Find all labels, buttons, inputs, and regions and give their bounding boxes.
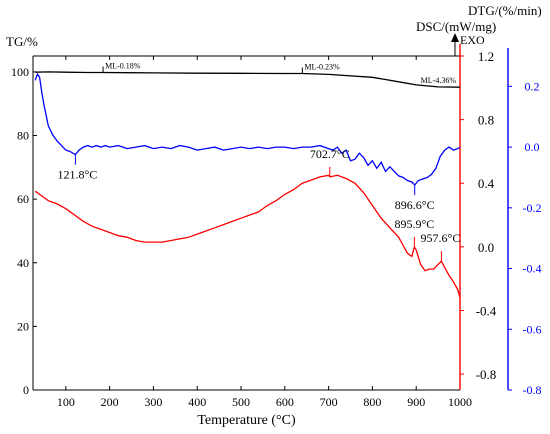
x-tick-label: 900 xyxy=(407,395,425,409)
x-tick-label: 300 xyxy=(144,395,162,409)
x-tick-label: 200 xyxy=(101,395,119,409)
annotations: ML-0.18% ML-0.23% ML-4.36% 121.8°C 896.6°C 70… xyxy=(57,62,460,262)
dtg-axis: -0.8 -0.6 -0.4 -0.2 0.0 0.2 DTG/(%/min) xyxy=(468,3,542,397)
dtg-tick-label: 0.0 xyxy=(525,140,540,154)
annotation-label: ML-0.18% xyxy=(105,62,141,71)
tg-axis: 0 20 40 60 80 100 TG/% xyxy=(6,34,38,397)
tg-tick-label: 20 xyxy=(17,319,29,333)
dsc-tick-label: 0.4 xyxy=(478,176,495,191)
x-tick-label: 600 xyxy=(276,395,294,409)
dtg-tick-label: -0.8 xyxy=(523,383,542,397)
dsc-axis-title: DSC/(mW/mg) xyxy=(416,19,496,34)
x-tick-label: 100 xyxy=(57,395,75,409)
annotation-label: 702.7°C xyxy=(310,147,350,161)
annotation-label: 896.6°C xyxy=(395,198,435,212)
annotation-label: 121.8°C xyxy=(57,168,97,182)
exo-label: EXO xyxy=(460,33,485,47)
dsc-tick-label: -0.4 xyxy=(476,303,497,318)
dsc-tick-label: 1.2 xyxy=(478,49,494,64)
x-tick-label: 800 xyxy=(363,395,381,409)
dsc-axis: -0.8 -0.4 0.0 0.4 0.8 1.2 DSC/(mW/mg)EXO xyxy=(416,19,497,390)
series-dtg-line xyxy=(34,72,461,186)
annotation-label: 895.9°C xyxy=(395,217,435,231)
x-tick-label: 1000 xyxy=(448,395,472,409)
series-dsc-line xyxy=(34,174,461,298)
annotation-label: 957.6°C xyxy=(421,231,461,245)
dtg-tick-label: 0.2 xyxy=(525,79,540,93)
series-group xyxy=(34,71,461,298)
dtg-tick-label: -0.4 xyxy=(523,262,542,276)
x-tick-label: 500 xyxy=(232,395,250,409)
tg-axis-title: TG/% xyxy=(6,34,38,49)
dsc-tick-label: 0.8 xyxy=(478,113,494,128)
x-axis: 100 200 300 400 500 600 700 800 900 1000 Temperatu… xyxy=(57,56,472,428)
tg-tick-label: 40 xyxy=(17,256,29,270)
dsc-tick-label: -0.8 xyxy=(476,367,497,382)
tg-tick-label: 80 xyxy=(17,129,29,143)
dtg-axis-title: DTG/(%/min) xyxy=(468,3,542,18)
x-axis-title: Temperature (°C) xyxy=(197,413,296,428)
x-tick-label: 700 xyxy=(320,395,338,409)
dtg-tick-label: -0.2 xyxy=(523,201,542,215)
dtg-tick-label: -0.6 xyxy=(523,322,542,336)
tg-tick-label: 0 xyxy=(23,383,29,397)
dsc-tick-label: 0.0 xyxy=(478,240,494,255)
series-tg-line xyxy=(35,71,461,88)
tg-tick-label: 100 xyxy=(11,65,29,79)
tg-tick-label: 60 xyxy=(17,192,29,206)
exo-arrow-icon xyxy=(451,33,459,42)
x-tick-label: 400 xyxy=(188,395,206,409)
plot-frame xyxy=(33,55,460,391)
annotation-label: ML-4.36% xyxy=(421,76,457,85)
annotation-label: ML-0.23% xyxy=(304,62,340,71)
